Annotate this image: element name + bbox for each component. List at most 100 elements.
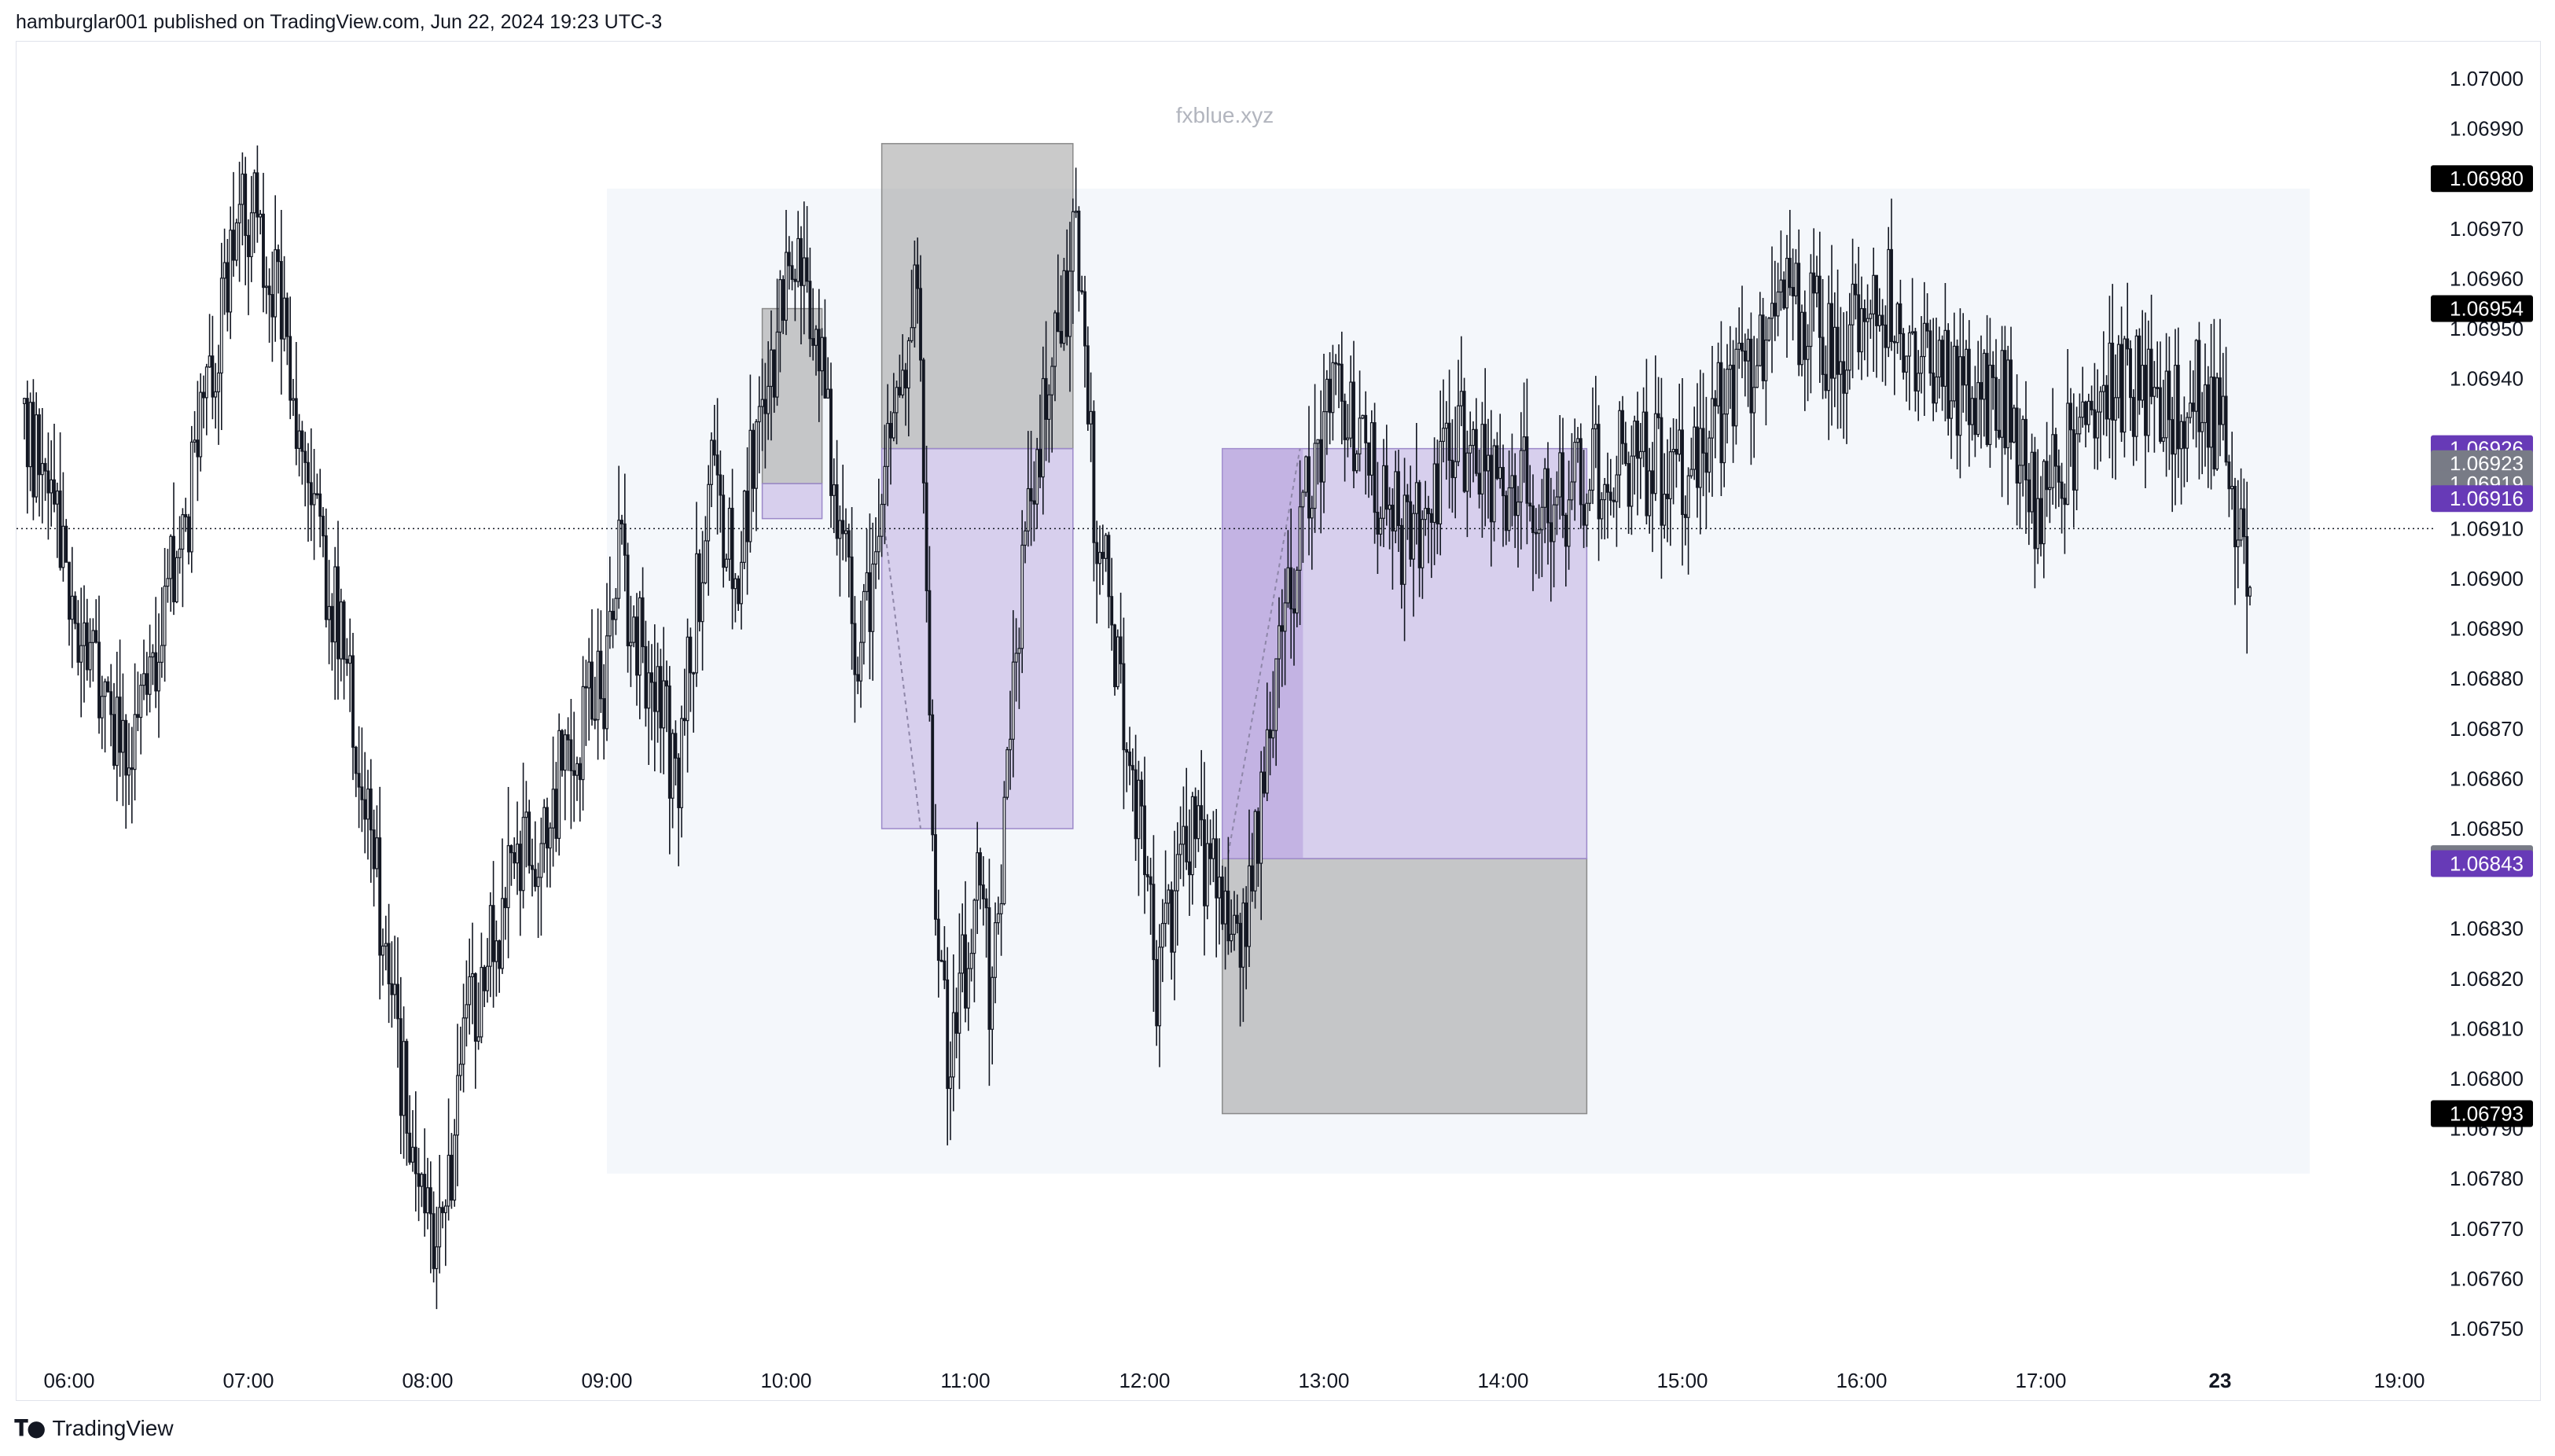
candle-up xyxy=(1487,454,1490,472)
candle-down xyxy=(1113,624,1116,688)
candle-down xyxy=(1582,504,1586,526)
candle-up xyxy=(384,943,388,947)
candle-up xyxy=(2215,377,2219,470)
candle-down xyxy=(1830,303,1833,379)
candle-down xyxy=(659,666,663,729)
candle-down xyxy=(1967,348,1971,425)
candle-up xyxy=(910,327,914,341)
candle-down xyxy=(1263,771,1266,794)
candle-up xyxy=(671,733,675,799)
candle-up xyxy=(229,230,233,313)
candle-down xyxy=(2126,338,2130,350)
candle-down xyxy=(1092,410,1096,543)
candle-down xyxy=(1409,501,1413,560)
candle-down xyxy=(1107,535,1111,597)
candle-down xyxy=(513,852,517,864)
candle-down xyxy=(964,934,967,1009)
candle-down xyxy=(2131,396,2135,437)
x-tick-label: 23 xyxy=(2209,1369,2232,1392)
candle-down xyxy=(97,642,101,719)
candle-up xyxy=(1432,463,1436,524)
candle-up xyxy=(2179,421,2183,450)
x-tick-label: 08:00 xyxy=(402,1369,453,1392)
candle-up xyxy=(252,172,256,214)
candle-down xyxy=(1077,210,1081,292)
candle-up xyxy=(264,285,268,289)
candle-up xyxy=(471,973,474,977)
candle-up xyxy=(563,734,567,771)
candle-up xyxy=(1869,313,1873,319)
candle-down xyxy=(483,966,487,991)
candle-up xyxy=(820,336,824,372)
candle-down xyxy=(1980,382,1983,400)
candle-down xyxy=(109,691,113,715)
candle-up xyxy=(453,1134,457,1201)
candle-up xyxy=(976,852,980,901)
candle-up xyxy=(972,899,976,954)
candle-up xyxy=(1382,465,1385,519)
candle-down xyxy=(2197,340,2201,432)
candle-up xyxy=(1633,421,1637,457)
candle-down xyxy=(599,650,603,700)
candle-down xyxy=(674,733,678,759)
candle-up xyxy=(208,355,211,368)
candle-down xyxy=(602,698,606,730)
candle-down xyxy=(1474,428,1478,474)
candle-up xyxy=(1943,329,1947,387)
candle-down xyxy=(2090,400,2094,410)
candle-down xyxy=(667,685,671,799)
candle-down xyxy=(1660,417,1664,526)
candle-up xyxy=(1965,348,1968,386)
candle-down xyxy=(781,279,785,321)
candle-up xyxy=(656,666,660,712)
candle-down xyxy=(1701,428,1705,454)
candle-up xyxy=(1160,922,1164,948)
candle-up xyxy=(1173,890,1176,953)
candle-down xyxy=(650,672,653,683)
candle-down xyxy=(1256,811,1260,864)
candle-up xyxy=(1988,364,1992,446)
x-tick-label: 15:00 xyxy=(1656,1369,1708,1392)
candle-down xyxy=(853,623,857,675)
candle-up xyxy=(333,566,337,643)
candle-up xyxy=(1711,398,1714,439)
candle-up xyxy=(411,1146,414,1163)
candle-up xyxy=(1298,506,1302,571)
candle-down xyxy=(1836,326,1840,375)
x-tick-label: 17:00 xyxy=(2015,1369,2066,1392)
candle-down xyxy=(677,757,681,808)
candle-down xyxy=(2176,365,2180,450)
candle-up xyxy=(169,535,173,579)
candle-up xyxy=(1860,307,1863,353)
candle-down xyxy=(491,905,495,962)
candle-up xyxy=(1519,450,1523,503)
candle-up xyxy=(1910,331,1914,334)
candle-down xyxy=(518,844,522,892)
candle-up xyxy=(1722,413,1726,464)
candle-down xyxy=(256,172,259,218)
candle-down xyxy=(682,718,686,722)
candle-up xyxy=(1970,398,1974,425)
candle-up xyxy=(727,507,731,560)
candle-up xyxy=(1278,625,1281,660)
candle-down xyxy=(1462,391,1466,492)
candle-down xyxy=(1200,805,1204,821)
candle-up xyxy=(420,1174,424,1187)
x-tick-label: 12:00 xyxy=(1119,1369,1170,1392)
candle-up xyxy=(375,837,379,870)
candle-down xyxy=(1528,502,1532,507)
candle-up xyxy=(1325,378,1329,413)
candle-down xyxy=(1636,421,1639,459)
y-tick-label: 1.06780 xyxy=(2450,1167,2524,1190)
candle-down xyxy=(1044,377,1048,420)
candle-up xyxy=(880,503,884,537)
candle-up xyxy=(1457,405,1460,462)
candle-up xyxy=(1175,854,1179,892)
candle-down xyxy=(112,714,116,767)
chart-frame[interactable] xyxy=(16,41,2541,1401)
candle-up xyxy=(587,661,591,689)
candle-up xyxy=(2221,395,2225,425)
footer-brand[interactable]: 𝐓● TradingView xyxy=(14,1415,174,1442)
candle-up xyxy=(2204,384,2207,424)
